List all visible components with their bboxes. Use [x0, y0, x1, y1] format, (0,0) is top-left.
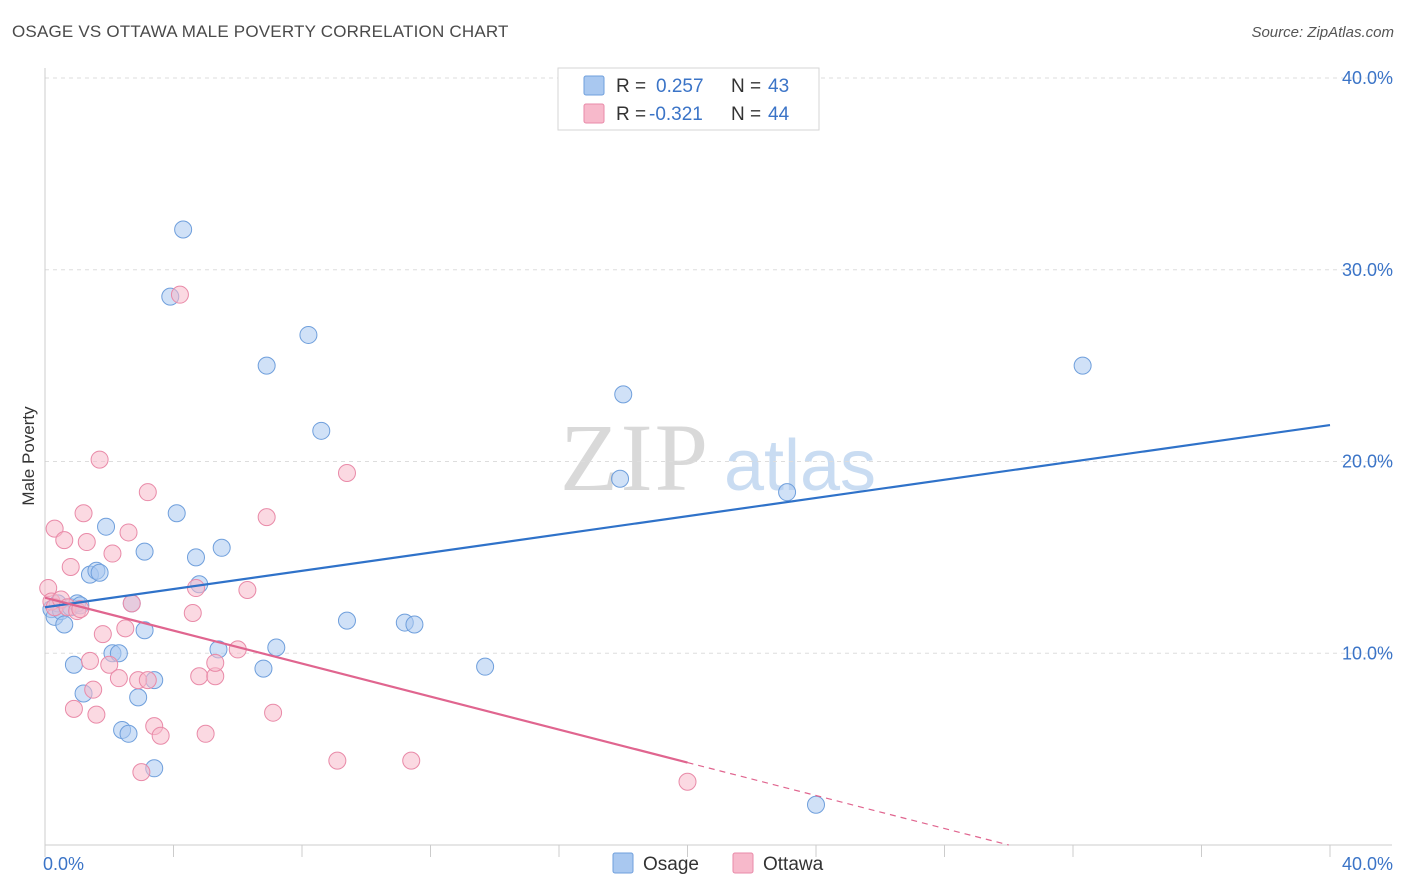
- stats-legend-r-value-osage: 0.257: [656, 76, 704, 97]
- ottawa-point-20: [109, 669, 128, 688]
- ottawa-point-31: [183, 603, 202, 622]
- osage-point-35: [312, 421, 331, 440]
- osage-point-33: [267, 638, 286, 657]
- osage-point-17: [119, 724, 138, 743]
- osage-point-30: [212, 538, 231, 557]
- ottawa-point-30: [170, 285, 189, 304]
- chart-title: OSAGE VS OTTAWA MALE POVERTY CORRELATION…: [12, 22, 509, 41]
- osage-point-15: [109, 644, 128, 663]
- osage-point-31: [254, 659, 273, 678]
- stats-legend-n-label-ottawa: N =: [731, 104, 761, 125]
- stats-legend-swatch-osage: [583, 75, 605, 96]
- osage-trend-line: [44, 423, 1331, 609]
- stats-legend-n-label-osage: N =: [731, 76, 761, 97]
- y-tick-labels: 10.0% 20.0% 30.0% 40.0%: [1342, 68, 1393, 663]
- osage-point-21: [135, 542, 154, 561]
- osage-point-40: [611, 469, 630, 488]
- ottawa-point-43: [402, 751, 421, 770]
- osage-point-39: [476, 657, 495, 676]
- ottawa-point-23: [122, 594, 141, 613]
- osage-point-41: [614, 385, 633, 404]
- ottawa-point-13: [80, 651, 99, 670]
- ottawa-point-7: [61, 557, 80, 576]
- osage-point-42: [807, 795, 825, 814]
- ottawa-point-32: [186, 579, 205, 598]
- ottawa-point-33: [190, 667, 209, 686]
- ottawa-point-12: [77, 533, 96, 552]
- osage-point-25: [174, 220, 193, 239]
- ottawa-point-26: [138, 671, 157, 690]
- ottawa-point-27: [138, 483, 157, 502]
- ottawa-point-8: [64, 699, 83, 718]
- watermark-zip: ZIP: [560, 404, 710, 511]
- ottawa-point-36: [206, 653, 225, 672]
- y-tick-label-3: 40.0%: [1342, 68, 1393, 88]
- series-legend: Osage Ottawa: [612, 852, 824, 875]
- y-axis-title: Male Poverty: [19, 406, 38, 506]
- trend-lines: [44, 423, 1331, 846]
- stats-legend-swatch-ottawa: [583, 103, 605, 124]
- x-tick-labels: 0.0% 40.0%: [43, 854, 1393, 874]
- ottawa-point-5: [55, 531, 74, 550]
- source-label: Source: ZipAtlas.com: [1251, 24, 1394, 41]
- osage-point-43: [778, 483, 797, 502]
- axes: [44, 68, 1392, 857]
- series-legend-label-osage: Osage: [643, 854, 699, 875]
- y-tick-label-2: 30.0%: [1342, 260, 1393, 280]
- stats-legend-r-value-ottawa: -0.321: [649, 104, 703, 125]
- ottawa-point-17: [93, 625, 112, 644]
- osage-point-13: [97, 517, 116, 536]
- ottawa-point-18: [100, 655, 119, 674]
- osage-point-4: [55, 615, 74, 634]
- watermark: ZIP atlas: [560, 404, 876, 511]
- y-tick-label-0: 10.0%: [1342, 643, 1393, 663]
- osage-point-32: [257, 356, 276, 375]
- grid-lines: [45, 77, 1392, 654]
- ottawa-point-42: [328, 751, 347, 770]
- ottawa-point-14: [84, 680, 103, 699]
- ottawa-point-16: [90, 450, 109, 469]
- series-legend-swatch-ottawa: [732, 852, 754, 874]
- osage-point-36: [337, 611, 356, 630]
- data-points: [39, 220, 1092, 814]
- stats-legend-r-label-osage: R =: [616, 76, 646, 97]
- ottawa-point-11: [74, 504, 93, 523]
- stats-legend-n-value-osage: 43: [768, 76, 789, 97]
- stats-legend: R = 0.257 N = 43 R = -0.321 N = 44: [557, 67, 820, 131]
- x-tick-label-1: 40.0%: [1342, 854, 1393, 874]
- ottawa-trend-line-extension: [687, 761, 1009, 846]
- watermark-atlas: atlas: [724, 426, 876, 506]
- osage-point-38: [405, 615, 424, 634]
- ottawa-point-41: [337, 464, 356, 483]
- osage-point-44: [1073, 356, 1092, 375]
- ottawa-trend-line: [44, 596, 688, 764]
- ottawa-point-39: [257, 508, 276, 527]
- ottawa-point-44: [678, 772, 697, 791]
- osage-point-19: [129, 688, 148, 707]
- osage-point-20: [135, 621, 154, 640]
- ottawa-point-3: [45, 519, 64, 538]
- osage-point-34: [299, 325, 318, 344]
- osage-point-27: [186, 548, 205, 567]
- y-tick-label-1: 20.0%: [1342, 452, 1393, 472]
- ottawa-point-25: [132, 763, 151, 782]
- ottawa-point-29: [151, 726, 170, 745]
- ottawa-point-40: [264, 703, 283, 722]
- osage-point-24: [167, 504, 186, 523]
- series-legend-swatch-osage: [612, 852, 634, 874]
- ottawa-point-34: [196, 724, 215, 743]
- ottawa-point-22: [119, 523, 138, 542]
- stats-legend-r-label-ottawa: R =: [616, 104, 646, 125]
- ottawa-point-38: [238, 580, 257, 599]
- osage-point-12: [90, 563, 109, 582]
- ottawa-point-15: [87, 705, 106, 724]
- osage-point-6: [64, 655, 83, 674]
- x-tick-label-0: 0.0%: [43, 854, 84, 874]
- ottawa-point-19: [103, 544, 122, 563]
- series-legend-label-ottawa: Ottawa: [763, 854, 824, 875]
- ottawa-point-21: [116, 619, 135, 638]
- stats-legend-n-value-ottawa: 44: [768, 104, 790, 125]
